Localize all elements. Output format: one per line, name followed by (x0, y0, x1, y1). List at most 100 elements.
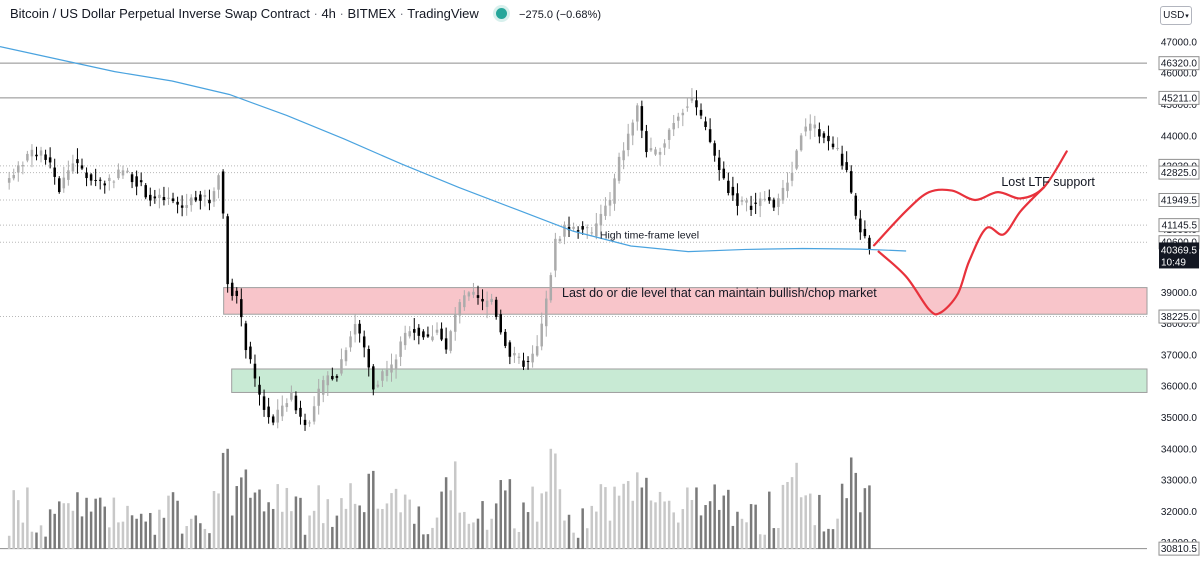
volume-bar (508, 479, 512, 549)
volume-bar (353, 503, 357, 549)
volume-bar (458, 512, 462, 549)
candle-body (672, 122, 675, 130)
candle-body (677, 116, 680, 121)
volume-bar (522, 502, 525, 549)
annotation-text: Lost LTF support (1001, 175, 1095, 189)
volume-bar (845, 498, 848, 549)
volume-bar (321, 523, 325, 549)
candle-body (121, 170, 125, 176)
candle-body (431, 336, 434, 341)
volume-bar (795, 462, 798, 549)
candle-body (859, 218, 862, 233)
volume-bar (749, 504, 753, 549)
candle-body (727, 180, 730, 193)
volume-bar (358, 505, 361, 549)
candle-body (526, 360, 530, 362)
volume-bar (672, 512, 675, 549)
volume-bar (185, 526, 188, 549)
candle-body (321, 380, 325, 395)
volume-bar (740, 518, 744, 549)
candle-body (240, 299, 243, 318)
candle-body (636, 105, 639, 122)
volume-bar (585, 528, 589, 549)
last-price-label: 40369.5 (1161, 245, 1198, 256)
volume-bar (235, 486, 239, 549)
candle-body (763, 198, 766, 200)
candle-body (226, 216, 229, 285)
volume-bar (617, 495, 621, 549)
candle-body (71, 163, 75, 172)
volume-bar (677, 522, 680, 549)
candle-body (485, 300, 489, 307)
candle-body (813, 124, 817, 129)
candle-body (576, 230, 580, 232)
level-price-label: 42825.0 (1161, 168, 1198, 179)
candle-body (185, 205, 188, 208)
volume-bar (262, 511, 266, 549)
level-price-label: 41145.5 (1162, 221, 1198, 232)
forecast-paths (872, 150, 1068, 316)
candle-body (394, 359, 398, 369)
volume-bar (631, 500, 634, 549)
volume-bar (194, 515, 198, 549)
currency-button[interactable]: USD▾ (1160, 6, 1192, 25)
candle-body (12, 174, 15, 179)
volume-bar (285, 487, 289, 549)
last-price-tag (1159, 242, 1199, 269)
volume-bar (545, 491, 548, 549)
candle-body (631, 122, 634, 136)
candle-body (517, 356, 521, 358)
candle-body (545, 298, 548, 327)
zone-support (231, 368, 1148, 393)
candle-body (595, 223, 598, 237)
volume-bar (695, 487, 698, 549)
candle-body (472, 291, 475, 295)
y-tick-label: 38000.0 (1161, 319, 1198, 330)
candle-body (535, 346, 539, 356)
volume-bar (736, 511, 739, 549)
candle-body (422, 331, 425, 338)
candle-body (581, 226, 584, 230)
volume-bar (649, 500, 653, 549)
y-tick-label: 46000.0 (1161, 69, 1198, 80)
volume-bar (85, 497, 88, 549)
volume-bar (344, 508, 348, 549)
volume-bar (367, 473, 371, 549)
volume-bar (153, 534, 157, 549)
candle-body (358, 323, 361, 334)
volume-bar (408, 499, 411, 549)
candle-body (21, 165, 25, 167)
volume-bar (67, 503, 70, 549)
volume-bar (94, 498, 97, 549)
symbol-title[interactable]: Bitcoin / US Dollar Perpetual Inverse Sw… (10, 6, 310, 21)
candle-body (667, 129, 671, 140)
candle-body (795, 150, 798, 169)
volume-bar (572, 532, 575, 549)
candle-body (818, 129, 821, 137)
volume-bar (162, 517, 166, 549)
candle-body (244, 323, 248, 351)
candle-body (508, 342, 512, 357)
volume-bar (240, 477, 243, 549)
volume-bar (294, 496, 298, 549)
candle-body (262, 396, 266, 410)
volume-bar (854, 472, 858, 549)
candle-body (622, 150, 625, 161)
candle-body (80, 165, 84, 169)
moving-average-line (0, 46, 907, 253)
candle-body (708, 129, 712, 142)
candle-body (340, 359, 343, 374)
volume-bar (394, 488, 398, 549)
candle-body (153, 196, 157, 199)
volume-bar (48, 509, 52, 549)
volume-bar (271, 508, 275, 549)
candle-body (303, 419, 307, 426)
candle-body (481, 298, 484, 302)
candle-body (7, 178, 11, 183)
candle-body (285, 403, 289, 408)
candle-body (435, 329, 439, 333)
candle-body (308, 422, 311, 424)
interval-label[interactable]: 4h (321, 6, 336, 21)
volume-bar (558, 489, 562, 549)
